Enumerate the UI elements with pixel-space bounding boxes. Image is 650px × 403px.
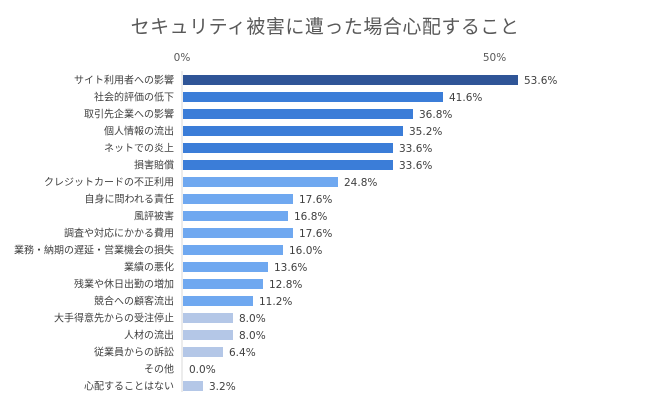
- category-label: 調査や対応にかかる費用: [64, 227, 174, 240]
- data-label: 13.6%: [274, 262, 307, 274]
- chart-title: セキュリティ被害に遭った場合心配すること: [130, 16, 520, 38]
- data-label: 3.2%: [209, 381, 236, 393]
- category-label: 業務・納期の遅延・営業機会の損失: [14, 244, 174, 257]
- data-label: 6.4%: [229, 347, 256, 359]
- data-label: 0.0%: [189, 364, 216, 376]
- data-label: 8.0%: [239, 330, 266, 342]
- bar: [183, 143, 393, 153]
- category-label: 競合への顧客流出: [94, 295, 174, 308]
- x-tick-label: 0%: [174, 52, 191, 64]
- bar: [183, 330, 233, 340]
- category-label: 心配することはない: [84, 381, 174, 393]
- bar: [183, 279, 263, 289]
- data-label: 8.0%: [239, 313, 266, 325]
- category-label: 従業員からの訴訟: [94, 346, 174, 359]
- bar: [183, 177, 338, 187]
- bar: [183, 296, 253, 306]
- bar: [183, 126, 403, 136]
- bar: [183, 160, 393, 170]
- bar: [183, 347, 223, 357]
- data-label: 35.2%: [409, 126, 442, 138]
- category-label: 残業や休日出勤の増加: [74, 278, 174, 291]
- bar: [183, 381, 203, 391]
- category-label: 人材の流出: [124, 329, 174, 342]
- bar: [183, 211, 288, 221]
- category-label: サイト利用者への影響: [74, 74, 174, 87]
- bar: [183, 228, 293, 238]
- bar: [183, 245, 283, 255]
- category-label: 大手得意先からの受注停止: [54, 312, 174, 325]
- data-label: 16.0%: [289, 245, 322, 257]
- category-label: クレジットカードの不正利用: [44, 177, 174, 189]
- bar: [183, 92, 443, 102]
- bar: [183, 313, 233, 323]
- category-label: 取引先企業への影響: [84, 108, 174, 121]
- data-label: 33.6%: [399, 160, 432, 172]
- bar: [183, 262, 268, 272]
- category-label: 風評被害: [134, 210, 174, 223]
- category-label: ネットでの炎上: [104, 143, 174, 155]
- category-label: 個人情報の流出: [104, 125, 174, 138]
- data-label: 33.6%: [399, 143, 432, 155]
- bar: [183, 194, 293, 204]
- data-label: 36.8%: [419, 109, 452, 121]
- category-label: 業績の悪化: [124, 261, 174, 274]
- category-label: 損害賠償: [134, 159, 174, 172]
- category-label: 社会的評価の低下: [94, 91, 174, 104]
- x-tick-label: 50%: [483, 52, 506, 64]
- category-label: その他: [144, 363, 174, 376]
- data-label: 41.6%: [449, 92, 482, 104]
- data-label: 17.6%: [299, 228, 332, 240]
- data-label: 53.6%: [524, 75, 557, 87]
- category-label: 自身に問われる責任: [85, 193, 175, 206]
- data-label: 11.2%: [259, 296, 292, 308]
- data-label: 16.8%: [294, 211, 327, 223]
- data-label: 17.6%: [299, 194, 332, 206]
- bar: [183, 109, 413, 119]
- bar: [183, 75, 518, 85]
- data-label: 12.8%: [269, 279, 302, 291]
- data-label: 24.8%: [344, 177, 377, 189]
